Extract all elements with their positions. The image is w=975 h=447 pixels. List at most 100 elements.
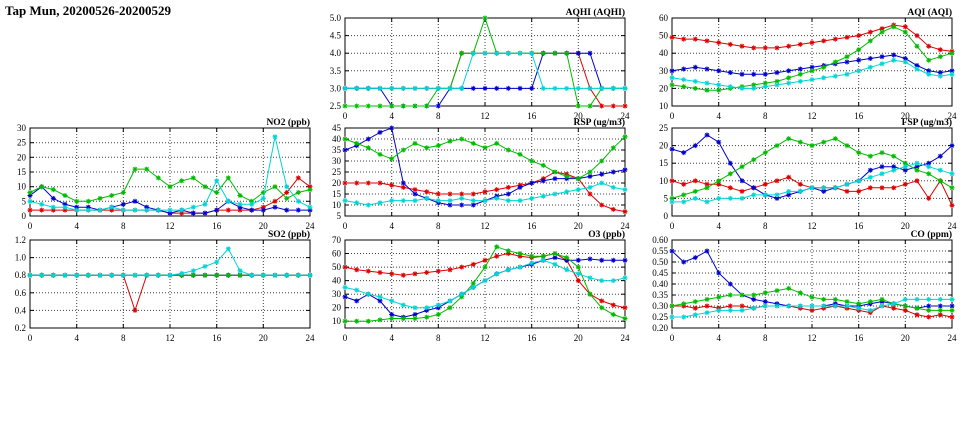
svg-text:10: 10 xyxy=(332,200,342,210)
svg-text:12: 12 xyxy=(481,111,490,121)
svg-text:0: 0 xyxy=(670,221,675,231)
svg-text:0.60: 0.60 xyxy=(652,235,668,245)
svg-text:0: 0 xyxy=(28,333,33,343)
svg-text:16: 16 xyxy=(527,111,537,121)
svg-text:16: 16 xyxy=(212,221,222,231)
no2-plot-svg: 0 5 10 15 20 25 30 0 4 8 12 16 20 24 NO2 (ppb) xyxy=(17,117,316,231)
svg-text:24: 24 xyxy=(621,221,631,231)
svg-text:8: 8 xyxy=(121,333,126,343)
svg-text:4.5: 4.5 xyxy=(330,31,342,41)
svg-text:0.40: 0.40 xyxy=(652,279,668,289)
svg-text:4.0: 4.0 xyxy=(330,48,342,58)
svg-text:70: 70 xyxy=(332,235,342,245)
svg-text:2.5: 2.5 xyxy=(330,101,342,111)
svg-text:30: 30 xyxy=(659,66,669,76)
svg-text:0: 0 xyxy=(664,211,669,221)
svg-text:20: 20 xyxy=(259,333,269,343)
svg-text:12: 12 xyxy=(481,221,490,231)
svg-text:25: 25 xyxy=(332,167,342,177)
chart-aqi: 10 20 30 40 50 60 0 4 8 12 16 20 24 AQI (AQI) xyxy=(642,4,960,124)
svg-text:0: 0 xyxy=(343,221,348,231)
svg-text:24: 24 xyxy=(948,333,958,343)
no2-title: NO2 (ppb) xyxy=(266,117,310,128)
aqi-title: AQI (AQI) xyxy=(907,7,952,18)
svg-text:40: 40 xyxy=(332,134,342,144)
svg-text:10: 10 xyxy=(332,316,342,326)
chart-no2: 0 5 10 15 20 25 30 0 4 8 12 16 20 24 NO2 (ppb) xyxy=(0,114,318,234)
svg-text:0.25: 0.25 xyxy=(652,312,668,322)
svg-text:4: 4 xyxy=(716,111,721,121)
rsp-title: RSP (ug/m3) xyxy=(574,117,625,128)
fsp-title: FSP (ug/m3) xyxy=(902,117,952,128)
svg-text:25: 25 xyxy=(17,138,27,148)
svg-text:4: 4 xyxy=(74,333,79,343)
svg-text:3.5: 3.5 xyxy=(330,66,342,76)
svg-text:8: 8 xyxy=(121,221,126,231)
svg-text:12: 12 xyxy=(166,221,175,231)
so2-title: SO2 (ppb) xyxy=(268,229,310,240)
svg-text:5.0: 5.0 xyxy=(330,13,342,23)
svg-text:20: 20 xyxy=(574,333,584,343)
svg-text:0: 0 xyxy=(670,111,675,121)
svg-text:5: 5 xyxy=(337,211,342,221)
o3-plot-svg: 10 20 30 40 50 60 70 0 4 8 12 16 20 24 O3 (ppb) xyxy=(332,229,631,343)
svg-text:0.8: 0.8 xyxy=(15,270,27,280)
svg-text:60: 60 xyxy=(659,13,669,23)
svg-text:8: 8 xyxy=(436,111,441,121)
svg-text:4: 4 xyxy=(74,221,79,231)
svg-text:0: 0 xyxy=(343,111,348,121)
svg-text:24: 24 xyxy=(306,333,316,343)
svg-text:8: 8 xyxy=(436,333,441,343)
svg-text:20: 20 xyxy=(332,178,342,188)
so2-plot-svg: 0.2 0.4 0.6 0.8 1.0 1.2 0 4 8 12 16 20 24 SO2 (ppb) xyxy=(15,229,316,343)
svg-text:4: 4 xyxy=(716,333,721,343)
svg-text:0.50: 0.50 xyxy=(652,257,668,267)
svg-text:20: 20 xyxy=(901,333,911,343)
svg-text:8: 8 xyxy=(436,221,441,231)
svg-text:50: 50 xyxy=(659,31,669,41)
svg-text:12: 12 xyxy=(166,333,175,343)
svg-text:0.20: 0.20 xyxy=(652,323,668,333)
svg-text:0: 0 xyxy=(22,211,27,221)
svg-text:20: 20 xyxy=(574,221,584,231)
page-title: Tap Mun, 20200526-20200529 xyxy=(5,3,172,18)
svg-text:5: 5 xyxy=(22,196,27,206)
svg-text:0.45: 0.45 xyxy=(652,268,668,278)
svg-text:20: 20 xyxy=(574,111,584,121)
svg-text:16: 16 xyxy=(527,221,537,231)
svg-text:10: 10 xyxy=(659,101,669,111)
svg-text:4: 4 xyxy=(389,333,394,343)
svg-text:24: 24 xyxy=(306,221,316,231)
svg-text:20: 20 xyxy=(259,221,269,231)
svg-text:0: 0 xyxy=(28,221,33,231)
svg-text:4: 4 xyxy=(716,221,721,231)
co-title: CO (ppm) xyxy=(911,229,952,240)
svg-text:20: 20 xyxy=(332,303,342,313)
svg-text:10: 10 xyxy=(659,176,669,186)
svg-text:15: 15 xyxy=(17,167,27,177)
svg-text:16: 16 xyxy=(212,333,222,343)
svg-text:24: 24 xyxy=(948,221,958,231)
svg-text:16: 16 xyxy=(854,333,864,343)
svg-text:12: 12 xyxy=(481,333,490,343)
svg-text:20: 20 xyxy=(659,141,669,151)
svg-text:0.35: 0.35 xyxy=(652,290,668,300)
aqhi-title: AQHI (AQHI) xyxy=(566,7,625,18)
svg-text:20: 20 xyxy=(901,111,911,121)
chart-co: 0.20 0.25 0.30 0.35 0.40 0.45 0.50 0.55 0.60 0 4 8 1… xyxy=(642,226,960,346)
svg-text:3.0: 3.0 xyxy=(330,83,342,93)
svg-text:0.2: 0.2 xyxy=(15,323,26,333)
svg-text:12: 12 xyxy=(808,333,817,343)
svg-text:24: 24 xyxy=(948,111,958,121)
svg-text:15: 15 xyxy=(332,189,342,199)
svg-text:16: 16 xyxy=(854,111,864,121)
chart-rsp: 5 10 15 20 25 30 35 40 45 0 4 8 12 16 20 24 RSP (ug/m3) xyxy=(315,114,633,234)
svg-text:24: 24 xyxy=(621,111,631,121)
svg-text:60: 60 xyxy=(332,249,342,259)
svg-text:0.55: 0.55 xyxy=(652,246,668,256)
chart-so2: 0.2 0.4 0.6 0.8 1.0 1.2 0 4 8 12 16 20 24 SO2 (ppb) xyxy=(0,226,318,346)
svg-text:0.6: 0.6 xyxy=(15,288,27,298)
svg-text:24: 24 xyxy=(621,333,631,343)
